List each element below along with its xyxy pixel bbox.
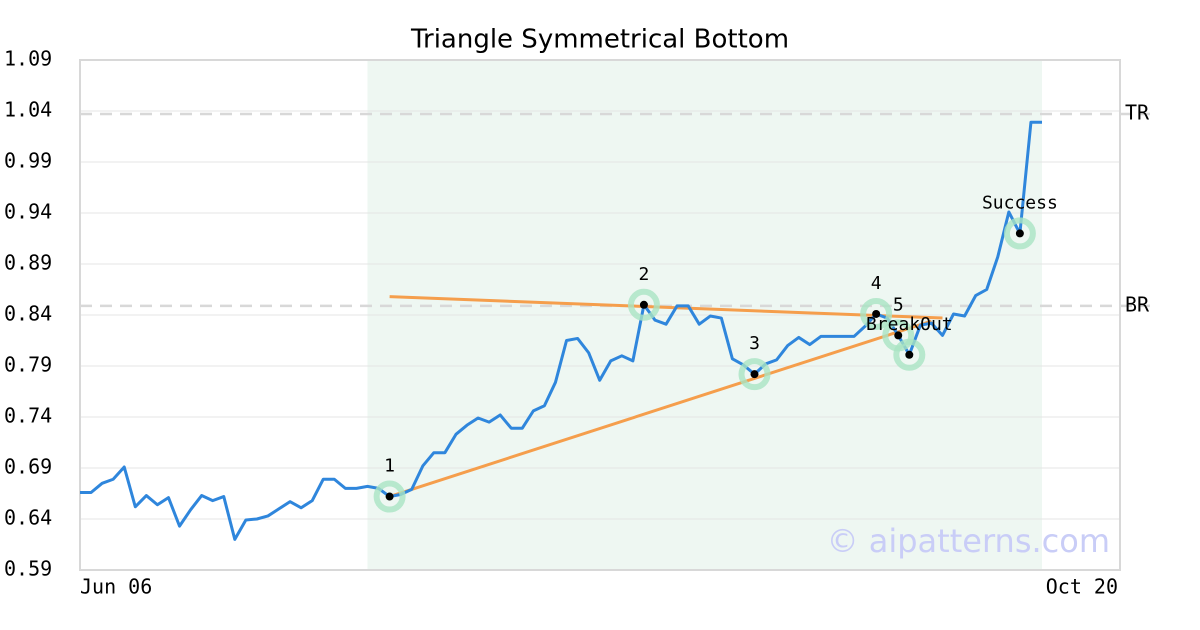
y-tick-label: 0.99 — [4, 149, 52, 173]
pattern-point — [894, 331, 903, 340]
trendline — [389, 295, 943, 320]
y-tick-label: 0.64 — [4, 506, 52, 530]
pattern-point-label: 5 — [893, 294, 904, 315]
pattern-point-halo — [860, 297, 893, 330]
level-label: TR — [1125, 101, 1150, 125]
pattern-point — [872, 309, 881, 318]
y-tick-label: 1.09 — [4, 47, 52, 71]
pattern-point — [1015, 229, 1024, 238]
pattern-point — [905, 350, 914, 359]
pattern-point-label: 4 — [871, 273, 882, 294]
pattern-point-halo — [373, 480, 406, 513]
trendline — [389, 319, 932, 498]
y-tick-label: 0.59 — [4, 557, 52, 581]
y-tick-label: 0.79 — [4, 353, 52, 377]
pattern-point-label: BreakOut — [866, 314, 953, 335]
pattern-point — [639, 300, 648, 309]
y-tick-label: 0.69 — [4, 455, 52, 479]
pattern-point-label: 3 — [749, 333, 760, 354]
y-tick-label: 0.89 — [4, 251, 52, 275]
y-tick-label: 0.94 — [4, 200, 52, 224]
watermark: © aipatterns.com — [827, 522, 1110, 560]
x-tick-label: Jun 06 — [80, 575, 152, 599]
pattern-point-label: 1 — [384, 456, 395, 477]
pattern-point — [750, 370, 759, 379]
plot-frame — [79, 59, 1121, 571]
pattern-point-label: 2 — [639, 264, 650, 285]
pattern-point — [385, 492, 394, 501]
y-tick-label: 0.74 — [4, 404, 52, 428]
price-line — [80, 120, 1042, 541]
y-tick-label: 1.04 — [4, 98, 52, 122]
y-tick-label: 0.84 — [4, 302, 52, 326]
level-label: BR — [1125, 292, 1150, 316]
pattern-point-label: Success — [982, 192, 1058, 213]
pattern-point-halo — [893, 338, 926, 371]
pattern-point-halo — [1003, 217, 1036, 250]
pattern-point-halo — [738, 358, 771, 391]
x-tick-label: Oct 20 — [1046, 575, 1118, 599]
pattern-point-halo — [627, 288, 660, 321]
chart-title: Triangle Symmetrical Bottom — [410, 25, 789, 55]
